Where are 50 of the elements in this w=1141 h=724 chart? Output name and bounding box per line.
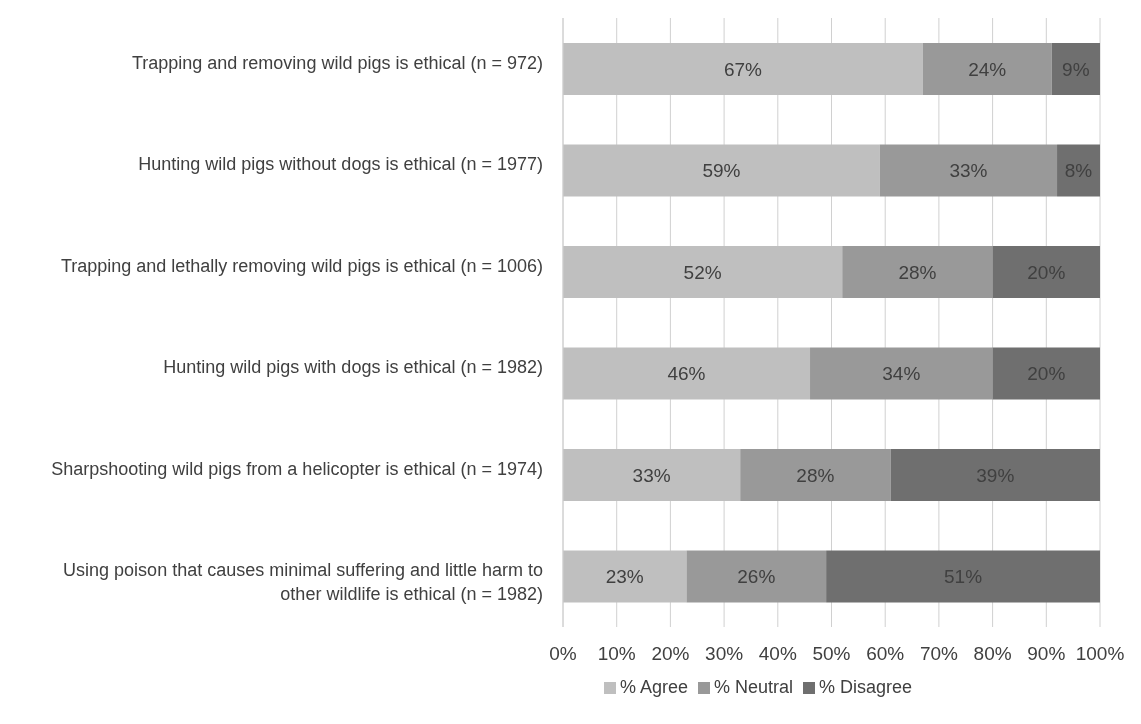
- x-tick-label: 60%: [866, 643, 905, 665]
- x-tick-label: 20%: [651, 643, 690, 665]
- bar: [992, 347, 1100, 400]
- data-label: 33%: [632, 464, 671, 486]
- bar: [922, 43, 1052, 95]
- bar: [563, 449, 741, 501]
- bar: [826, 550, 1100, 603]
- data-label: 28%: [796, 464, 835, 486]
- x-tick-label: 30%: [705, 643, 744, 665]
- y-tick-label: Sharpshooting wild pigs from a helicopter is ethical (n = 1974): [51, 458, 543, 479]
- bar: [842, 246, 993, 298]
- bar: [563, 246, 843, 298]
- data-label: 28%: [898, 261, 937, 283]
- bar: [890, 449, 1100, 501]
- bar: [992, 246, 1100, 298]
- x-tick-label: 80%: [973, 643, 1012, 665]
- bar: [563, 347, 811, 400]
- data-label: 26%: [737, 566, 776, 587]
- x-tick-label: 50%: [812, 643, 851, 665]
- x-tick-label: 70%: [919, 643, 959, 665]
- legend-label: % Disagree: [819, 677, 913, 697]
- x-tick-label: 10%: [597, 643, 636, 665]
- bar: [1057, 144, 1100, 197]
- x-tick-label: 40%: [758, 643, 797, 665]
- y-tick-label: Using poison that causes minimal suffering and little harm to other wildlife is ethical (n = 1982): [63, 560, 543, 605]
- bar: [563, 144, 880, 197]
- x-tick-label: 90%: [1027, 643, 1066, 665]
- data-label: 34%: [882, 363, 921, 384]
- y-tick-label: Hunting wild pigs without dogs is ethical (n = 1977): [138, 154, 543, 175]
- y-tick-label: Trapping and lethally removing wild pigs is ethical (n = 1006): [60, 255, 543, 276]
- bar: [563, 43, 923, 95]
- bar: [686, 550, 827, 603]
- data-label: 24%: [968, 58, 1007, 80]
- bar: [1051, 43, 1100, 95]
- y-tick-label: Trapping and removing wild pigs is ethical (n = 972): [131, 52, 543, 73]
- x-tick-label: 100%: [1075, 643, 1125, 665]
- data-label: 59%: [702, 160, 741, 181]
- y-tick-label: Hunting wild pigs with dogs is ethical (n = 1982): [163, 357, 543, 378]
- bar: [740, 449, 891, 501]
- data-label: 23%: [605, 566, 644, 587]
- legend-label: % Agree: [619, 677, 688, 697]
- data-label: 46%: [667, 363, 706, 384]
- data-label: 67%: [723, 58, 763, 80]
- data-label: 52%: [683, 261, 722, 283]
- bar: [563, 550, 687, 603]
- legend-label: % Neutral: [713, 677, 794, 697]
- x-tick-label: 0%: [549, 643, 577, 665]
- bar: [879, 144, 1058, 197]
- bar: [810, 347, 993, 400]
- data-label: 33%: [949, 160, 988, 181]
